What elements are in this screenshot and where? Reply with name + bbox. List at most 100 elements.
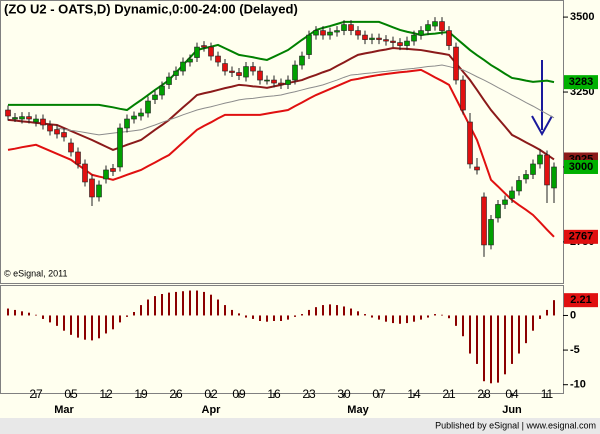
histogram-bar bbox=[119, 315, 121, 323]
x-tick-label: 30 bbox=[337, 387, 351, 401]
histogram-bar bbox=[70, 315, 72, 335]
histogram-bar bbox=[140, 305, 142, 316]
histogram-bar bbox=[98, 315, 100, 339]
value-label: 3000 bbox=[569, 161, 593, 173]
candle-body bbox=[397, 42, 403, 46]
candle-body bbox=[474, 166, 480, 171]
candle-body bbox=[502, 199, 508, 205]
y-tick-label: -10 bbox=[570, 379, 586, 391]
candle-body bbox=[257, 70, 263, 81]
value-label-box bbox=[564, 293, 598, 308]
x-tick-label: 12 bbox=[99, 387, 113, 401]
candle-body bbox=[439, 21, 445, 31]
value-label-box bbox=[564, 229, 598, 244]
x-tick-label: 28 bbox=[477, 387, 491, 401]
footer-bar bbox=[0, 418, 600, 434]
histogram-bar bbox=[539, 315, 541, 319]
histogram-bar bbox=[483, 315, 485, 382]
candle-body bbox=[236, 72, 242, 76]
histogram-bar bbox=[392, 315, 394, 324]
candle-body bbox=[551, 166, 557, 189]
histogram-bar bbox=[203, 291, 205, 316]
candle-body bbox=[537, 154, 543, 165]
month-label: Jun bbox=[502, 404, 522, 416]
candle-body bbox=[446, 30, 452, 46]
candle-body bbox=[285, 79, 291, 85]
candle-body bbox=[82, 163, 88, 183]
candle-body bbox=[425, 24, 431, 31]
histogram-bar bbox=[35, 314, 37, 316]
candle-body bbox=[5, 109, 11, 117]
candle-body bbox=[68, 142, 74, 153]
histogram-bar bbox=[350, 308, 352, 316]
histogram-bar bbox=[112, 315, 114, 330]
histogram-bar bbox=[553, 300, 555, 316]
histogram-bar bbox=[56, 315, 58, 326]
candle-body bbox=[348, 24, 354, 31]
footer-text: Published by eSignal | www.esignal.com bbox=[435, 420, 596, 430]
candle-body bbox=[411, 34, 417, 42]
histogram-bar bbox=[77, 315, 79, 338]
month-label: Mar bbox=[54, 404, 74, 416]
y-tick-label: 3500 bbox=[570, 11, 594, 23]
histogram-bar bbox=[238, 313, 240, 316]
candle-body bbox=[124, 118, 130, 129]
candle-body bbox=[138, 112, 144, 117]
candle-body bbox=[159, 85, 165, 96]
histogram-bar bbox=[343, 306, 345, 316]
x-tick-label: 19 bbox=[134, 387, 148, 401]
x-tick-label: 21 bbox=[442, 387, 456, 401]
histogram-bar bbox=[196, 290, 198, 316]
candle-body bbox=[327, 31, 333, 36]
histogram-bar bbox=[427, 315, 429, 318]
histogram-bar bbox=[147, 299, 149, 316]
candle-body bbox=[516, 180, 522, 192]
candle-body bbox=[26, 116, 32, 120]
histogram-bar bbox=[546, 309, 548, 316]
histogram-bar bbox=[455, 315, 457, 326]
candle-body bbox=[404, 40, 410, 46]
histogram-bar bbox=[448, 315, 450, 319]
candle-body bbox=[355, 30, 361, 36]
y-tick-label: 0 bbox=[570, 309, 576, 321]
value-label: 2767 bbox=[569, 231, 593, 243]
x-tick-label: 05 bbox=[64, 387, 78, 401]
histogram-bar bbox=[63, 315, 65, 331]
month-label: May bbox=[347, 404, 369, 416]
candle-body bbox=[432, 21, 438, 27]
candle-body bbox=[131, 115, 137, 120]
candle-body bbox=[201, 45, 207, 48]
candle-body bbox=[495, 204, 501, 219]
histogram-bar bbox=[329, 304, 331, 316]
candle-body bbox=[152, 94, 158, 100]
histogram-bar bbox=[154, 296, 156, 316]
candle-body bbox=[187, 58, 193, 63]
candle-body bbox=[19, 116, 25, 120]
candle-body bbox=[173, 70, 179, 76]
histogram-bar bbox=[182, 291, 184, 316]
candle-body bbox=[215, 55, 221, 63]
month-label: Apr bbox=[202, 404, 222, 416]
value-label: 2.21 bbox=[570, 294, 591, 306]
histogram-bar bbox=[49, 315, 51, 323]
x-tick-label: 02 bbox=[204, 387, 218, 401]
price-panel bbox=[0, 0, 564, 284]
annotation-arrow bbox=[531, 60, 553, 137]
histogram-bar bbox=[497, 315, 499, 383]
candle-body bbox=[194, 46, 200, 58]
histogram-bar bbox=[378, 315, 380, 320]
histogram-bar bbox=[420, 315, 422, 320]
histogram-bar bbox=[413, 315, 415, 322]
x-tick-label: 23 bbox=[302, 387, 316, 401]
histogram-bar bbox=[469, 315, 471, 354]
candle-body bbox=[334, 30, 340, 33]
histogram-bar bbox=[280, 315, 282, 321]
value-label: 3283 bbox=[569, 76, 593, 88]
candle-body bbox=[145, 100, 151, 114]
histogram-bar bbox=[532, 315, 534, 331]
histogram-bar bbox=[175, 291, 177, 316]
histogram-bar bbox=[133, 312, 135, 316]
histogram-bar bbox=[189, 290, 191, 316]
candle-body bbox=[299, 55, 305, 66]
